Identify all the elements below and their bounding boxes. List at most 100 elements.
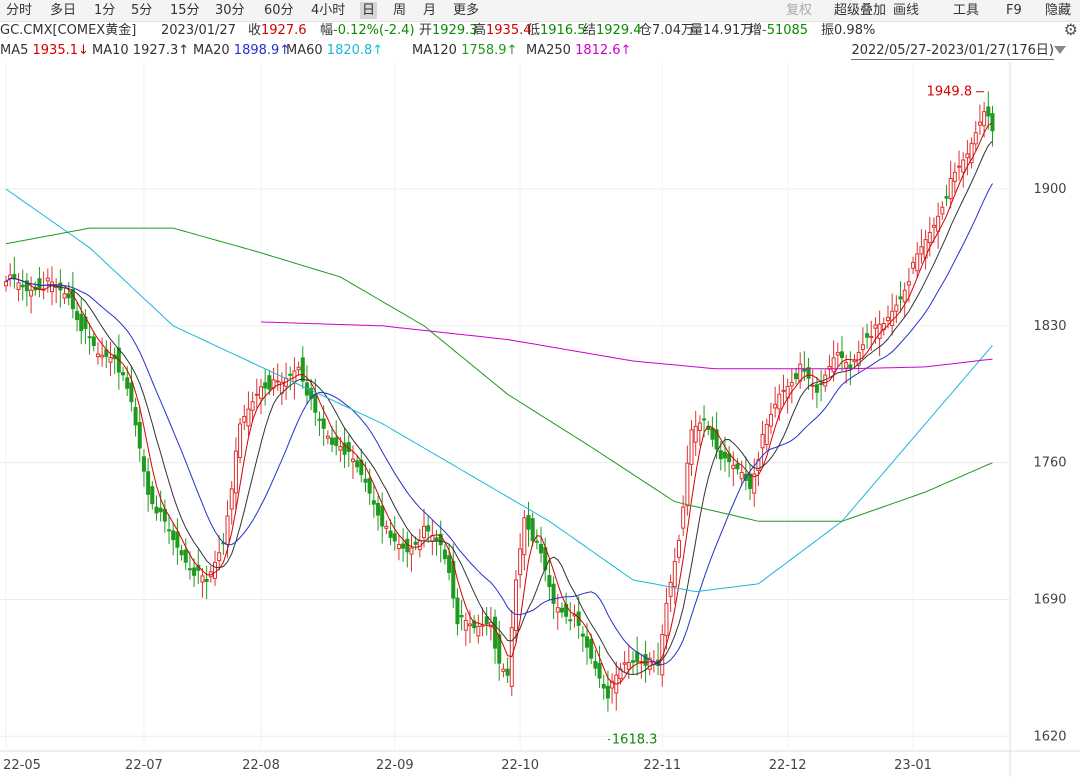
candle-body (100, 354, 105, 358)
ma-legend-item: MA5 1935.1↓ (0, 43, 89, 58)
candle-body (133, 407, 138, 426)
candle-body (961, 159, 966, 173)
candle-body (388, 530, 393, 538)
candle-body (668, 581, 673, 597)
quote-field: 高1935.4 (473, 23, 532, 38)
candle-body (359, 459, 364, 476)
period-tab[interactable]: 月 (423, 3, 437, 18)
toolbar-button[interactable]: 隐藏 (1045, 3, 1072, 18)
candle-body (497, 634, 502, 664)
toolbar-button[interactable]: 复权 (786, 3, 813, 18)
candle-body (873, 324, 878, 329)
candle-body (948, 177, 953, 200)
candle-body (869, 335, 874, 338)
candle-body (263, 382, 268, 389)
period-tab[interactable]: 15分 (170, 3, 200, 18)
candle-body (631, 660, 635, 663)
x-tick-label: 22-09 (376, 758, 414, 773)
toolbar-button[interactable]: 超级叠加 (834, 3, 887, 18)
candle-body (518, 548, 523, 576)
toolbar-button[interactable]: F9 (1006, 3, 1022, 18)
candle-body (141, 456, 146, 472)
candle-body (250, 401, 255, 411)
toolbar-button[interactable]: 工具 (953, 3, 980, 18)
candle-body (710, 427, 715, 440)
candle-body (371, 500, 376, 505)
candle-body (20, 284, 25, 288)
ma5-line (5, 122, 993, 685)
candle-body (275, 380, 280, 383)
candle-body (957, 165, 962, 168)
candle-body (555, 607, 560, 613)
candle-body (798, 363, 803, 382)
x-tick-label: 22-10 (501, 758, 539, 773)
period-tab[interactable]: 日 (360, 2, 378, 19)
candle-body (501, 668, 506, 672)
toolbar-button[interactable]: 画线 (893, 3, 920, 18)
candle-body (288, 373, 293, 376)
candle-body (70, 288, 75, 310)
candle-body (66, 293, 71, 299)
ma10-line (5, 140, 993, 676)
period-tab[interactable]: 60分 (264, 3, 294, 18)
candle-body (455, 597, 460, 625)
candle-body (944, 196, 949, 199)
candle-body (175, 531, 180, 548)
candle-body (877, 323, 882, 340)
candle-body (526, 514, 531, 530)
candle-body (45, 277, 50, 282)
candle-body (4, 281, 8, 287)
candle-body (580, 633, 585, 637)
candle-body (589, 639, 594, 659)
candle-body (146, 471, 151, 495)
candle-body (238, 423, 243, 459)
candle-body (158, 507, 163, 513)
candle-body (409, 547, 414, 555)
candle-body (342, 442, 347, 455)
candle-body (233, 450, 238, 494)
candle-body (685, 462, 690, 507)
candle-body (493, 616, 498, 649)
extreme-marker-label: 1618.3 (612, 733, 658, 748)
ma-legend: MA5 1935.1↓ MA10 1927.3↑ MA20 1898.9↑ MA60 … (0, 22, 1080, 58)
candle-body (167, 529, 172, 532)
candle-body (472, 620, 477, 629)
candle-body (24, 280, 29, 292)
candle-body (865, 333, 870, 338)
quote-field: 收1927.6 (248, 23, 307, 38)
extreme-marker-label: 1949.8 (927, 85, 973, 100)
candle-body (367, 478, 372, 494)
candle-body (973, 132, 978, 145)
period-tab[interactable]: 多日 (50, 3, 77, 18)
period-tab[interactable]: 更多 (453, 3, 480, 18)
quote-field: 振0.98% (821, 23, 876, 38)
chevron-down-icon[interactable] (1054, 46, 1066, 54)
candle-body (982, 111, 987, 127)
ma60-line (5, 188, 993, 593)
candle-body (384, 525, 389, 529)
candle-body (434, 537, 439, 541)
candle-body (551, 583, 556, 604)
candle-body (940, 206, 945, 215)
period-tab[interactable]: 分时 (6, 3, 33, 18)
candle-body (95, 353, 100, 358)
candle-body (376, 503, 381, 516)
period-tab[interactable]: 4小时 (311, 3, 346, 18)
date-range-label[interactable]: 2022/05/27-2023/01/27(176日) (851, 43, 1054, 60)
gear-icon[interactable]: ⚙ (1063, 20, 1078, 39)
candle-body (75, 311, 80, 321)
candle-body (756, 459, 761, 471)
candle-body (752, 473, 757, 494)
candle-body (179, 550, 184, 556)
period-tab[interactable]: 周 (393, 3, 407, 18)
candle-body (618, 668, 623, 680)
period-tab[interactable]: 1分 (94, 3, 116, 18)
candle-body (539, 543, 544, 554)
period-tab[interactable]: 5分 (131, 3, 153, 18)
candle-body (476, 625, 481, 637)
candle-body (906, 281, 911, 286)
candle-body (773, 403, 778, 409)
x-tick-label: 23-01 (894, 758, 932, 773)
period-tab[interactable]: 30分 (215, 3, 245, 18)
